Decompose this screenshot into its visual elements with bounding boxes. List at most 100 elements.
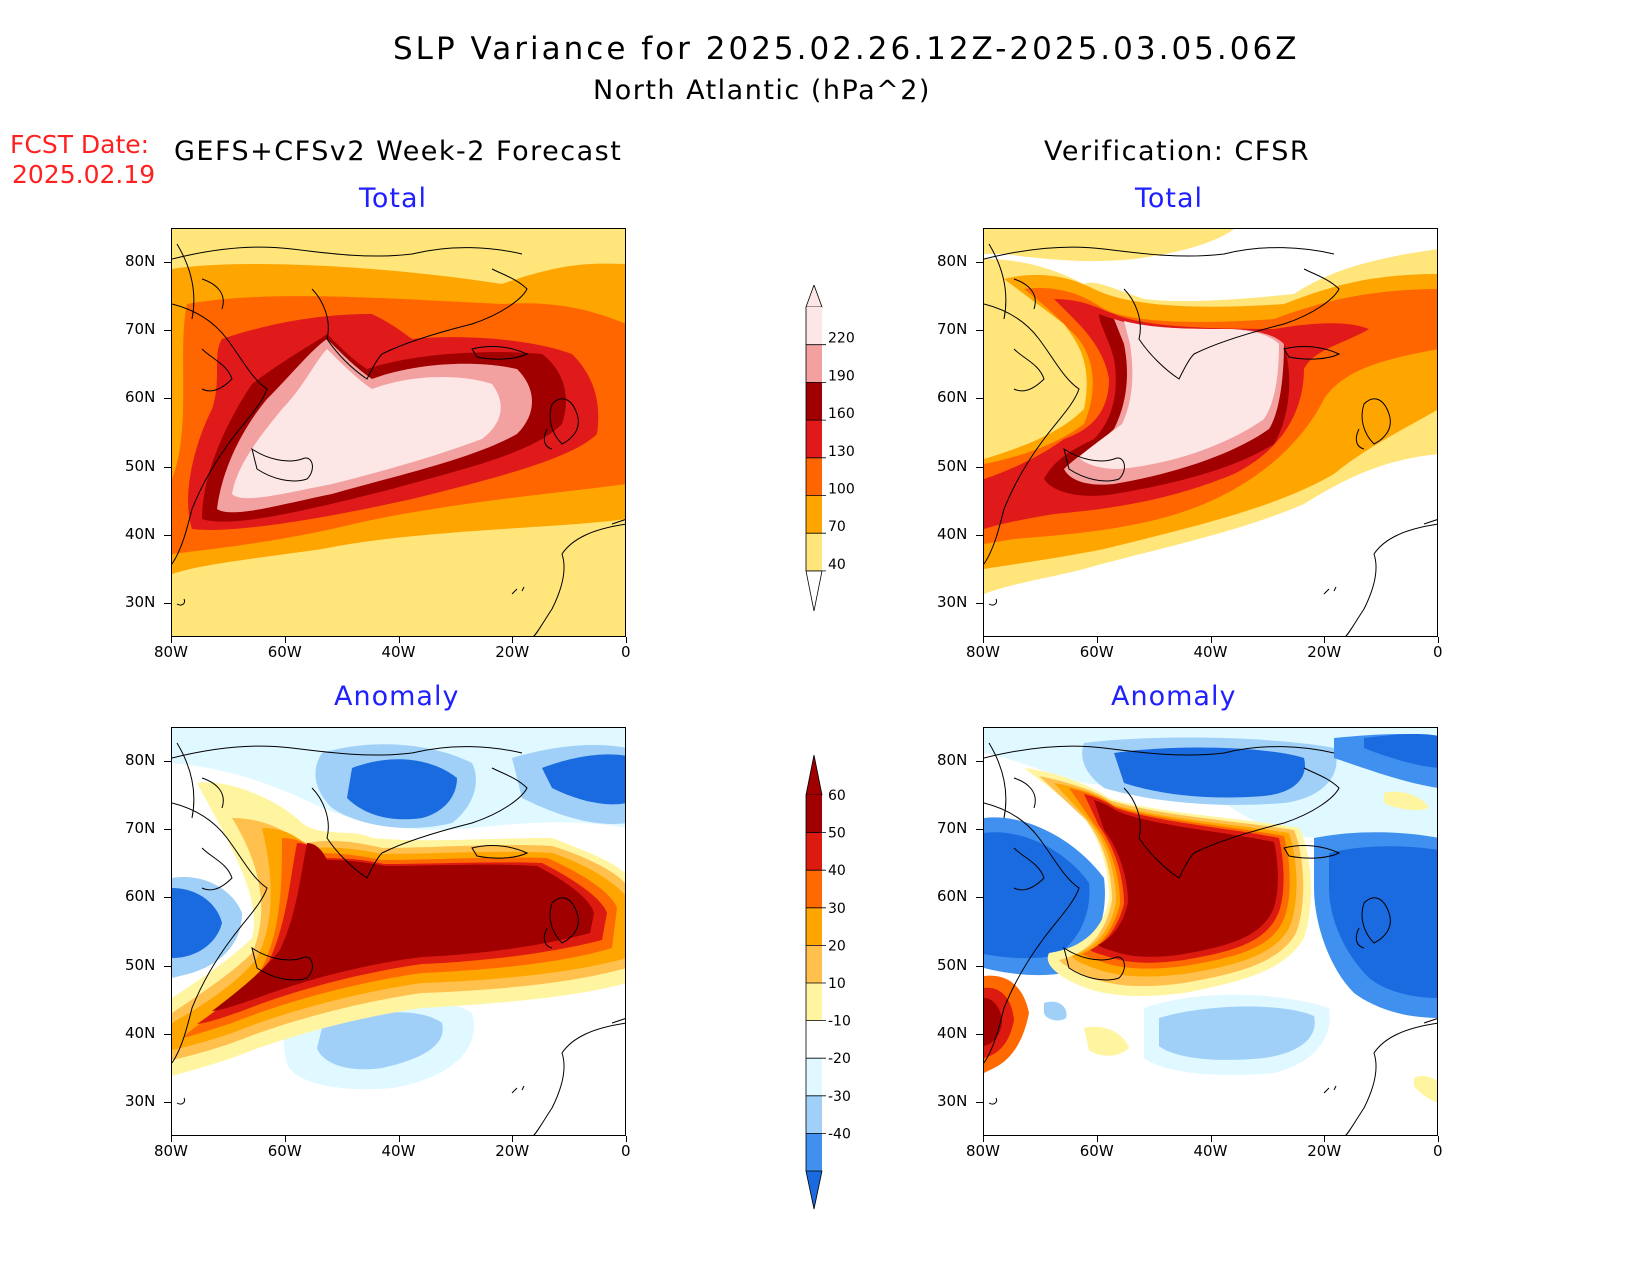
lon-tick-label: 40W [381, 1142, 416, 1160]
lat-tick-label: 60N [937, 388, 968, 407]
lon-tick-label: 0 [621, 643, 631, 661]
panel-title-verification-anomaly: Anomaly [1111, 681, 1237, 712]
lat-tick-label: 60N [937, 887, 968, 906]
colorbar-anomaly-swatch [806, 1020, 822, 1059]
colorbar-total-label: 100 [828, 482, 855, 498]
lon-tick-label: 80W [966, 643, 1000, 661]
lon-tick-mark [626, 1136, 627, 1142]
lon-tick-label: 60W [1079, 1142, 1114, 1160]
lon-tick-label: 0 [1433, 1142, 1443, 1160]
lat-tick-mark [976, 897, 983, 899]
lon-tick-label: 0 [621, 1142, 631, 1160]
lon-tick-mark [1324, 637, 1326, 643]
lat-tick-mark [164, 330, 171, 332]
lon-tick-label: 80W [966, 1142, 1000, 1160]
lon-tick-mark [171, 1136, 172, 1142]
colorbar-total-swatch [806, 307, 822, 345]
lat-tick-label: 80N [937, 751, 968, 770]
lon-tick-mark [983, 637, 984, 643]
lat-tick-mark [976, 398, 983, 400]
colorbar-anomaly-label: 30 [828, 901, 846, 917]
lon-tick-mark [983, 1136, 984, 1142]
map-verification-anomaly [983, 727, 1438, 1136]
colorbar-anomaly-label: -20 [828, 1051, 851, 1067]
lat-tick-mark [976, 829, 983, 831]
main-title: SLP Variance for 2025.02.26.12Z-2025.03.… [393, 31, 1300, 67]
lat-tick-label: 50N [125, 955, 156, 974]
lat-tick-mark [976, 965, 983, 967]
colorbar-total-swatch [806, 533, 822, 571]
lat-tick-mark [164, 965, 171, 967]
colorbar-anomaly-bottom-arrow [805, 1170, 823, 1210]
colorbar-anomaly-swatch [806, 795, 822, 833]
lon-tick-label: 60W [267, 1142, 302, 1160]
colorbar-anomaly-swatch [806, 945, 822, 983]
lon-tick-mark [626, 637, 627, 643]
fcst-date-value: 2025.02.19 [12, 160, 156, 189]
colorbar-anomaly-label: -40 [828, 1126, 851, 1142]
right-column-heading: Verification: CFSR [1044, 136, 1311, 167]
lat-tick-mark [976, 534, 983, 536]
lat-tick-mark [164, 1033, 171, 1035]
lon-tick-label: 60W [267, 643, 302, 661]
colorbar-anomaly-label: 50 [828, 826, 846, 842]
colorbar-total-top-arrow [805, 285, 823, 308]
lat-tick-mark [164, 602, 171, 604]
lat-tick-mark [976, 330, 983, 332]
lat-tick-mark [976, 1101, 983, 1103]
lat-tick-label: 30N [937, 592, 968, 611]
colorbar-anomaly-swatch [806, 1095, 822, 1134]
lon-tick-label: 80W [154, 643, 188, 661]
lon-tick-label: 20W [1307, 1142, 1342, 1160]
lat-tick-label: 50N [937, 456, 968, 475]
lat-tick-label: 80N [937, 252, 968, 271]
lat-tick-label: 50N [937, 955, 968, 974]
lon-tick-label: 20W [1307, 643, 1342, 661]
left-column-heading: GEFS+CFSv2 Week-2 Forecast [174, 136, 623, 167]
lat-tick-label: 70N [937, 819, 968, 838]
colorbar-anomaly-label: 40 [828, 863, 846, 879]
lat-tick-mark [164, 761, 171, 763]
colorbar-total-bottom-arrow [805, 570, 823, 611]
lon-tick-label: 20W [495, 1142, 530, 1160]
lon-tick-label: 40W [1193, 643, 1228, 661]
map-verification-total [983, 228, 1438, 637]
colorbar-anomaly-swatch [806, 1133, 822, 1171]
lon-tick-mark [1324, 1136, 1326, 1142]
lon-tick-mark [1438, 637, 1439, 643]
lon-tick-mark [284, 1136, 286, 1142]
lat-tick-mark [164, 1101, 171, 1103]
lat-tick-label: 60N [125, 388, 156, 407]
lat-tick-label: 30N [937, 1091, 968, 1110]
colorbar-total-swatch [806, 344, 822, 383]
colorbar-anomaly-swatch [806, 983, 822, 1021]
lat-tick-label: 30N [125, 592, 156, 611]
lat-tick-label: 70N [937, 320, 968, 339]
colorbar-total-swatch [806, 420, 822, 458]
lat-tick-mark [976, 602, 983, 604]
lon-tick-mark [1096, 637, 1098, 643]
lon-tick-mark [284, 637, 286, 643]
colorbar-total-label: 130 [828, 444, 855, 460]
colorbar-anomaly-swatch [806, 1058, 822, 1096]
lat-tick-mark [164, 466, 171, 468]
lat-tick-mark [164, 262, 171, 264]
colorbar-total-label: 40 [828, 557, 846, 573]
colorbar-total-label: 190 [828, 368, 855, 384]
lat-tick-label: 40N [937, 524, 968, 543]
lat-tick-mark [976, 262, 983, 264]
lat-tick-mark [976, 1033, 983, 1035]
lat-tick-label: 70N [125, 819, 156, 838]
lon-tick-label: 40W [381, 643, 416, 661]
lat-tick-label: 40N [937, 1023, 968, 1042]
colorbar-total: 220 190 160 130 100 70 40 [805, 285, 855, 611]
lat-tick-mark [164, 829, 171, 831]
colorbar-anomaly-label: -30 [828, 1089, 851, 1105]
lat-tick-label: 80N [125, 252, 156, 271]
lon-tick-mark [1438, 1136, 1439, 1142]
lat-tick-mark [976, 466, 983, 468]
lat-tick-label: 40N [125, 1023, 156, 1042]
colorbar-anomaly-swatch [806, 870, 822, 908]
colorbar-total-swatch [806, 495, 822, 534]
colorbar-anomaly-swatch [806, 907, 822, 946]
